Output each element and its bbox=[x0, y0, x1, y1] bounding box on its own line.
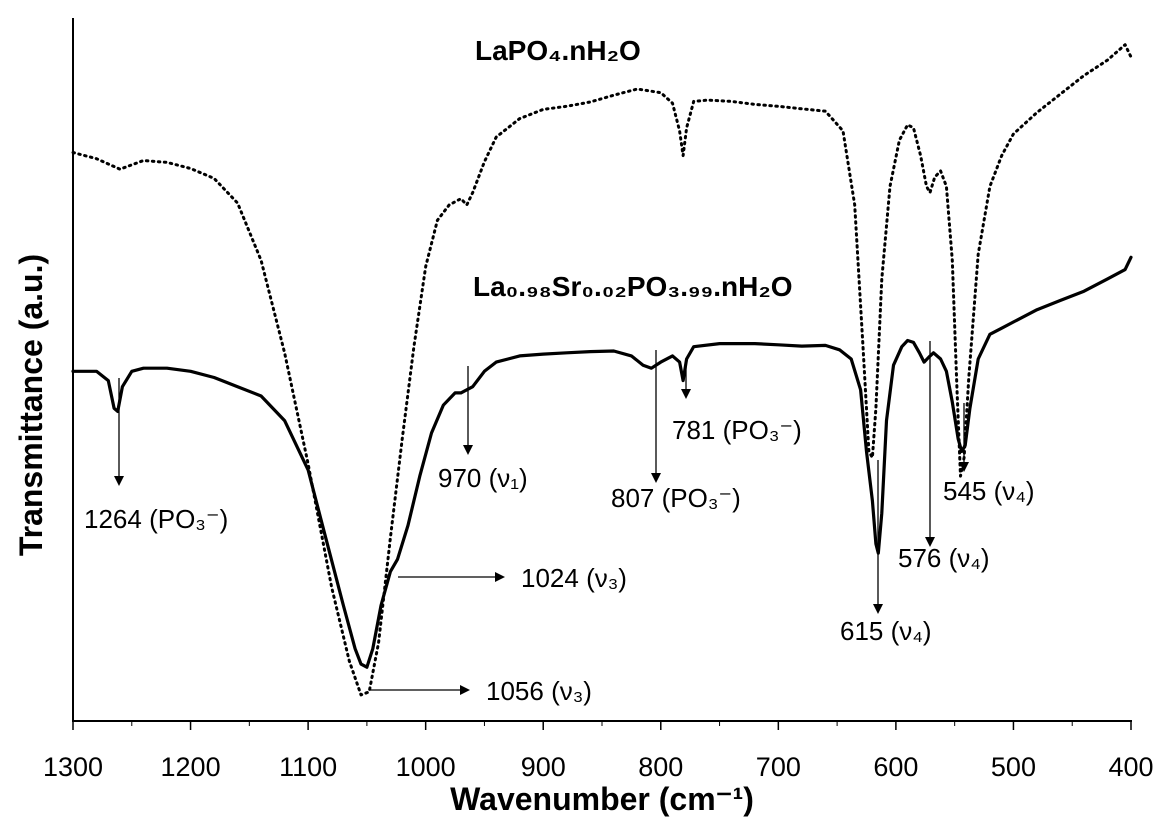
series-labels: LaPO₄.nH₂O La₀.₉₈Sr₀.₀₂PO₃.₉₉.nH₂O bbox=[473, 35, 793, 302]
x-axis-tick-labels: 1300 1200 1100 1000 900 800 700 600 500 400 bbox=[43, 752, 1154, 782]
x-tick-label: 1200 bbox=[161, 752, 221, 782]
annotation-label: 1264 (PO₃⁻) bbox=[84, 504, 228, 534]
series-label-2: La₀.₉₈Sr₀.₀₂PO₃.₉₉.nH₂O bbox=[473, 271, 793, 302]
annotation-label: 545 (ν₄) bbox=[943, 476, 1035, 506]
annotation-label: 1024 (ν₃) bbox=[521, 563, 627, 593]
x-tick-label: 400 bbox=[1108, 752, 1153, 782]
annotation-label: 970 (ν₁) bbox=[438, 463, 528, 493]
x-tick-label: 600 bbox=[873, 752, 918, 782]
x-tick-label: 500 bbox=[991, 752, 1036, 782]
annotation-label: 576 (ν₄) bbox=[898, 543, 990, 573]
x-tick-label: 800 bbox=[638, 752, 683, 782]
annotation-label: 807 (PO₃⁻) bbox=[611, 483, 741, 513]
annotation-label: 615 (ν₄) bbox=[840, 616, 932, 646]
x-tick-label: 700 bbox=[756, 752, 801, 782]
series-line-2 bbox=[71, 255, 1133, 669]
series-layer bbox=[71, 43, 1133, 697]
x-tick-label: 1000 bbox=[396, 752, 456, 782]
annotations: 1264 (PO₃⁻) 1056 (ν₃) 1024 (ν₃) 970 (ν₁) 807… bbox=[84, 341, 1035, 706]
x-axis-ticks bbox=[72, 720, 1132, 730]
plot-frame-left bbox=[72, 18, 74, 721]
x-axis-title: Wavenumber (cm⁻¹) bbox=[450, 781, 754, 817]
x-tick-label: 1300 bbox=[43, 752, 103, 782]
x-tick-label: 1100 bbox=[279, 752, 337, 782]
plot-area bbox=[72, 18, 1132, 722]
y-axis-title: Transmittance (a.u.) bbox=[13, 254, 49, 556]
series-label-1: LaPO₄.nH₂O bbox=[475, 35, 641, 66]
series-line-1 bbox=[71, 43, 1133, 697]
x-tick-label: 900 bbox=[521, 752, 566, 782]
annotation-label: 1056 (ν₃) bbox=[486, 676, 592, 706]
annotation-label: 781 (PO₃⁻) bbox=[672, 415, 802, 445]
